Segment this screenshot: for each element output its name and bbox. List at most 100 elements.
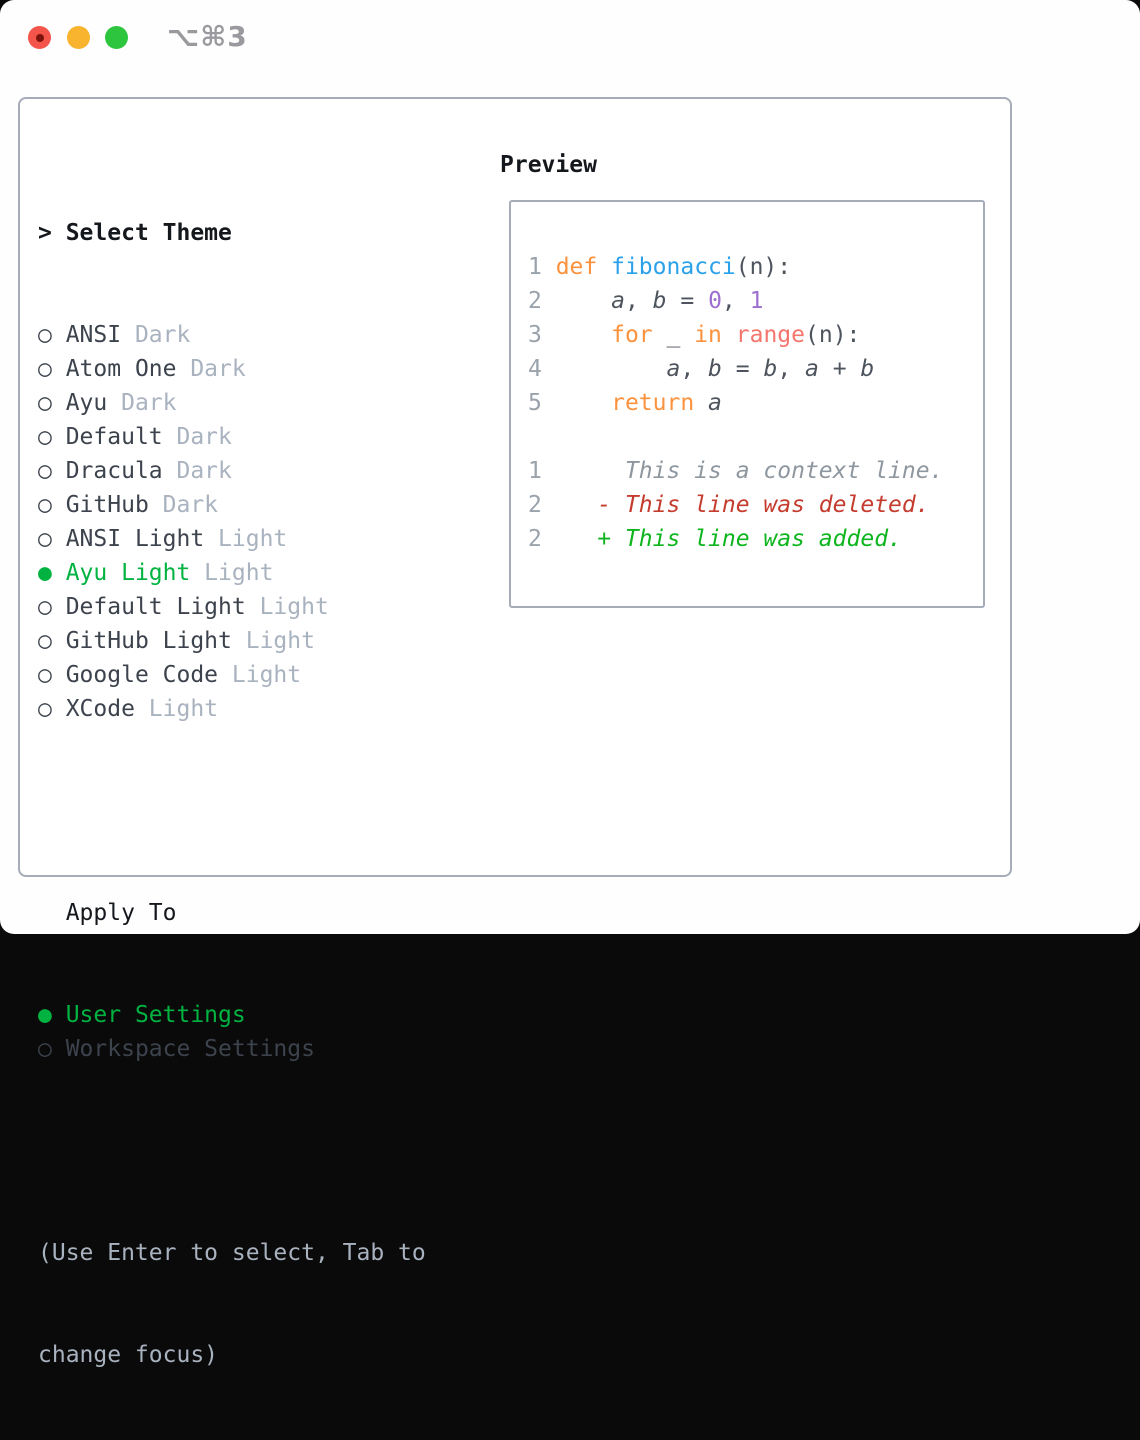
line-number: 5	[528, 390, 556, 416]
theme-variant: Dark	[148, 492, 219, 518]
line-number: 2	[528, 288, 556, 314]
theme-option-default-light[interactable]: ○ Default Light Light	[38, 590, 426, 624]
code-segment: =	[666, 288, 709, 314]
line-number: 1	[528, 458, 556, 484]
hint-line-1: (Use Enter to select, Tab to	[38, 1240, 426, 1266]
code-segment: def	[555, 254, 598, 280]
theme-variant: Light	[134, 696, 219, 722]
code-segment: + This line was added.	[597, 526, 902, 552]
code-segment	[556, 526, 598, 552]
code-line: 2 - This line was deleted.	[528, 488, 943, 522]
apply-to-heading: Apply To	[38, 896, 426, 930]
theme-name: Ayu	[65, 390, 108, 416]
radio-icon: ○	[38, 594, 66, 620]
theme-name: GitHub	[65, 492, 149, 518]
theme-name: GitHub Light	[65, 628, 232, 654]
theme-name: Atom One	[65, 356, 177, 382]
preview-title: Preview	[500, 152, 597, 178]
spacer	[38, 794, 426, 828]
theme-name: ANSI	[65, 322, 122, 348]
code-segment: in	[694, 322, 722, 348]
code-segment: (n):	[805, 322, 861, 348]
code-line: 3 for _ in range(n):	[528, 318, 943, 352]
code-segment: b	[708, 356, 722, 382]
line-number: 3	[528, 322, 556, 348]
code-segment: +	[818, 356, 861, 382]
code-line: 4 a, b = b, a + b	[528, 352, 943, 386]
apply-option-label: Workspace Settings	[65, 1036, 315, 1062]
theme-option-google-code[interactable]: ○ Google Code Light	[38, 658, 426, 692]
close-button-icon[interactable]	[28, 26, 51, 49]
code-segment: range	[735, 322, 805, 348]
theme-variant: Light	[245, 594, 329, 620]
theme-name: XCode	[65, 696, 135, 722]
theme-option-ansi-light[interactable]: ○ ANSI Light Light	[38, 522, 426, 556]
app-window: ⌥⌘3 > Select Theme ○ ANSI Dark ○ Atom One…	[0, 0, 1140, 1368]
code-segment: 0	[708, 288, 722, 314]
window-shortcut-label: ⌥⌘3	[167, 20, 248, 53]
line-number: 2	[528, 492, 556, 518]
theme-name: Default Light	[65, 594, 246, 620]
theme-option-atom-one[interactable]: ○ Atom One Dark	[38, 352, 426, 386]
code-line: 1 def fibonacci(n):	[528, 250, 943, 284]
code-segment	[556, 322, 611, 348]
theme-name: Ayu Light	[65, 560, 191, 586]
theme-option-github-light[interactable]: ○ GitHub Light Light	[38, 624, 426, 658]
minimize-button-icon[interactable]	[67, 26, 90, 49]
apply-option-user-settings[interactable]: ● User Settings	[38, 998, 426, 1032]
hint-line-2: change focus)	[38, 1342, 219, 1368]
theme-variant: Dark	[107, 390, 177, 416]
theme-option-default[interactable]: ○ Default Dark	[38, 420, 426, 454]
code-segment: =	[721, 356, 764, 382]
code-segment: ,	[777, 356, 806, 382]
line-number: 1	[528, 254, 556, 280]
code-segment	[597, 254, 611, 280]
code-segment: return	[611, 390, 695, 416]
apply-option-workspace-settings[interactable]: ○ Workspace Settings	[38, 1032, 426, 1066]
theme-option-ansi[interactable]: ○ ANSI Dark	[38, 318, 426, 352]
code-segment: (n):	[735, 254, 792, 280]
radio-icon: ○	[38, 458, 66, 484]
page-title: Select Theme	[65, 220, 232, 246]
code-segment	[722, 322, 736, 348]
code-segment: ,	[680, 356, 709, 382]
theme-name: ANSI Light	[65, 526, 205, 552]
line-number: 2	[528, 526, 556, 552]
apply-to-options: ● User Settings ○ Workspace Settings	[38, 998, 426, 1066]
radio-icon: ○	[38, 696, 66, 722]
titlebar: ⌥⌘3	[0, 0, 1140, 74]
code-segment: for	[611, 322, 653, 348]
theme-option-ayu[interactable]: ○ Ayu Dark	[38, 386, 426, 420]
theme-option-ayu-light[interactable]: ● Ayu Light Light	[38, 556, 426, 590]
line-number: 4	[528, 356, 556, 382]
code-segment: 1	[749, 288, 764, 314]
theme-option-dracula[interactable]: ○ Dracula Dark	[38, 454, 426, 488]
code-segment: a	[708, 390, 722, 416]
code-segment: fibonacci	[611, 254, 736, 280]
code-line: 5 return a	[528, 386, 943, 420]
code-segment	[694, 390, 708, 416]
apply-to-label: Apply To	[65, 900, 177, 926]
radio-icon: ○	[38, 390, 66, 416]
theme-variant: Light	[190, 560, 274, 586]
prompt-icon: >	[38, 220, 66, 246]
theme-option-xcode[interactable]: ○ XCode Light	[38, 692, 426, 726]
line-number	[528, 424, 542, 450]
theme-list: > Select Theme ○ ANSI Dark ○ Atom One Dar…	[38, 148, 426, 1440]
theme-variant: Dark	[176, 356, 246, 382]
code-segment: ,	[721, 288, 750, 314]
theme-variant: Light	[231, 628, 315, 654]
radio-icon: ○	[38, 1036, 66, 1062]
code-segment	[556, 288, 611, 314]
code-segment	[556, 390, 611, 416]
maximize-button-icon[interactable]	[105, 26, 128, 49]
radio-icon: ○	[38, 356, 66, 382]
select-theme-title: > Select Theme	[38, 216, 426, 250]
radio-icon: ○	[38, 628, 66, 654]
radio-selected-icon: ●	[38, 1002, 66, 1028]
radio-icon: ○	[38, 492, 66, 518]
theme-name: Dracula	[65, 458, 163, 484]
code-segment: b	[652, 288, 667, 314]
theme-option-github[interactable]: ○ GitHub Dark	[38, 488, 426, 522]
